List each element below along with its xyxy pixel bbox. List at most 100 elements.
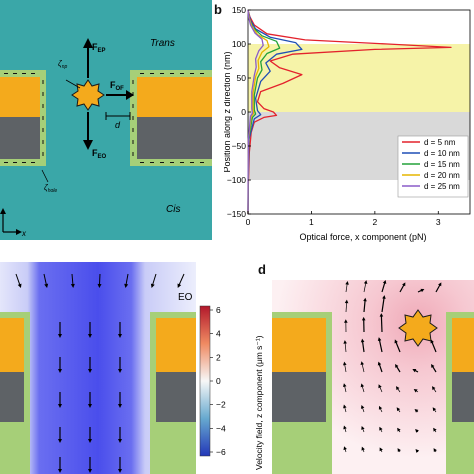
legend-entry: d = 20 nm xyxy=(424,171,460,180)
panel-c-eo-label: EO xyxy=(178,292,193,303)
y-tick-label: −100 xyxy=(227,175,246,185)
flow-arrow-head xyxy=(414,409,419,413)
panel-c-right-gray xyxy=(156,372,196,422)
panel-d-field: Velocity field, z component (μm s⁻¹) xyxy=(254,280,474,474)
flow-arrow-head xyxy=(415,449,420,453)
gap-dimension xyxy=(105,112,131,120)
flow-arrow-head xyxy=(412,369,417,373)
left-membrane-gray xyxy=(0,117,40,159)
flow-arrow xyxy=(380,315,383,333)
flow-arrow-head xyxy=(118,369,122,373)
series-line-3 xyxy=(247,9,281,215)
flow-arrow xyxy=(98,273,101,286)
flow-arrow-head xyxy=(150,283,155,288)
flow-arrow-head xyxy=(363,280,368,284)
flow-arrow-head xyxy=(17,283,22,288)
x-tick-label: 1 xyxy=(309,217,314,227)
flow-arrow-head xyxy=(118,404,122,408)
flow-arrow xyxy=(435,284,441,293)
flow-arrow-head xyxy=(379,447,383,452)
flow-arrow xyxy=(378,339,383,353)
flow-arrow-head xyxy=(360,383,365,388)
series-line-1 xyxy=(247,9,452,215)
colorbar-tick-label: −4 xyxy=(216,423,226,433)
flow-arrow-head xyxy=(343,340,347,344)
flow-arrow-head xyxy=(343,446,347,451)
right-membrane-gold xyxy=(137,77,212,117)
flow-arrow-head xyxy=(432,407,437,412)
flow-arrow xyxy=(361,385,365,393)
flow-arrow-head xyxy=(344,319,348,323)
flow-arrow-head xyxy=(343,404,347,409)
flow-arrow xyxy=(381,297,385,313)
f-of-sub: OF xyxy=(116,86,125,92)
flow-arrow xyxy=(361,363,365,373)
series-line-5 xyxy=(247,9,264,215)
flow-arrow-head xyxy=(395,386,400,391)
panel-b-chart: 0 1 2 3 −150 −100 −50 0 50 100 150 Optical force, x… xyxy=(224,5,471,242)
flow-arrow-head xyxy=(382,280,387,284)
legend-box xyxy=(397,135,469,198)
flow-arrow-head xyxy=(438,282,442,287)
nanoparticle xyxy=(71,79,105,111)
legend-entry: d = 5 nm xyxy=(424,138,456,147)
flow-arrow-head xyxy=(377,361,382,366)
flow-arrow xyxy=(345,283,348,293)
colorbar-tick-label: 4 xyxy=(216,329,221,339)
d-label: d xyxy=(115,120,121,130)
flow-arrow-head xyxy=(395,363,399,368)
colorbar-tick-label: 6 xyxy=(216,305,221,315)
flow-arrow-head xyxy=(70,283,75,288)
flow-arrow-head xyxy=(378,384,382,389)
y-tick-label: 150 xyxy=(232,5,246,15)
trans-label: Trans xyxy=(150,38,175,49)
flow-arrow-head xyxy=(361,446,365,451)
flow-arrow xyxy=(363,300,366,313)
flow-arrow xyxy=(395,341,401,353)
flow-arrow-head xyxy=(342,383,347,388)
flow-arrow xyxy=(381,282,386,293)
flow-arrow-head xyxy=(396,407,401,412)
zeta-np-label: ζ xyxy=(58,59,63,68)
flow-arrow-head xyxy=(397,448,401,453)
series-line-2 xyxy=(247,9,303,215)
flow-arrow-head xyxy=(420,288,425,293)
f-ep-label: F xyxy=(92,42,98,52)
flow-arrow-head xyxy=(377,337,382,341)
flow-arrow xyxy=(15,273,21,286)
svg-text:ζhole: ζhole xyxy=(44,183,57,194)
legend-entry: d = 25 nm xyxy=(424,182,460,191)
flow-arrow-head xyxy=(378,405,383,410)
flow-arrow xyxy=(43,273,47,286)
legend-entry: d = 15 nm xyxy=(424,160,460,169)
flow-arrow xyxy=(125,273,129,286)
flow-arrow xyxy=(71,273,74,286)
flow-arrow-head xyxy=(360,404,365,409)
flow-arrow-head xyxy=(397,427,401,432)
x-tick-label: 2 xyxy=(372,217,377,227)
panel-c-field: EO 6 4 2 0 −2 −4 −6 xyxy=(0,262,226,474)
force-arrows xyxy=(83,38,134,150)
flow-arrow-head xyxy=(44,283,49,288)
panel-d-left-gold xyxy=(272,318,326,372)
flow-arrow-head xyxy=(379,426,383,431)
flow-arrow-head xyxy=(431,363,435,368)
flow-arrow-head xyxy=(394,339,398,344)
x-tick-label: 0 xyxy=(246,217,251,227)
flow-arrow xyxy=(399,284,405,293)
flow-arrow-head xyxy=(58,439,62,443)
zeta-hole-sub: hole xyxy=(48,188,58,194)
flow-arrow xyxy=(431,341,437,353)
flow-arrow-head xyxy=(88,439,92,443)
flow-arrow xyxy=(395,365,401,373)
cis-label: Cis xyxy=(166,204,180,215)
flow-arrow-head xyxy=(344,299,349,304)
y-tick-label: 100 xyxy=(232,39,246,49)
zeta-hole-label: ζ xyxy=(44,183,49,192)
flow-arrow xyxy=(344,342,347,353)
flow-arrow-head xyxy=(124,283,129,288)
flow-arrow xyxy=(344,385,347,393)
y-tick-label: 0 xyxy=(241,107,246,117)
flow-arrow-head xyxy=(97,283,102,288)
flow-arrow-head xyxy=(58,369,62,373)
